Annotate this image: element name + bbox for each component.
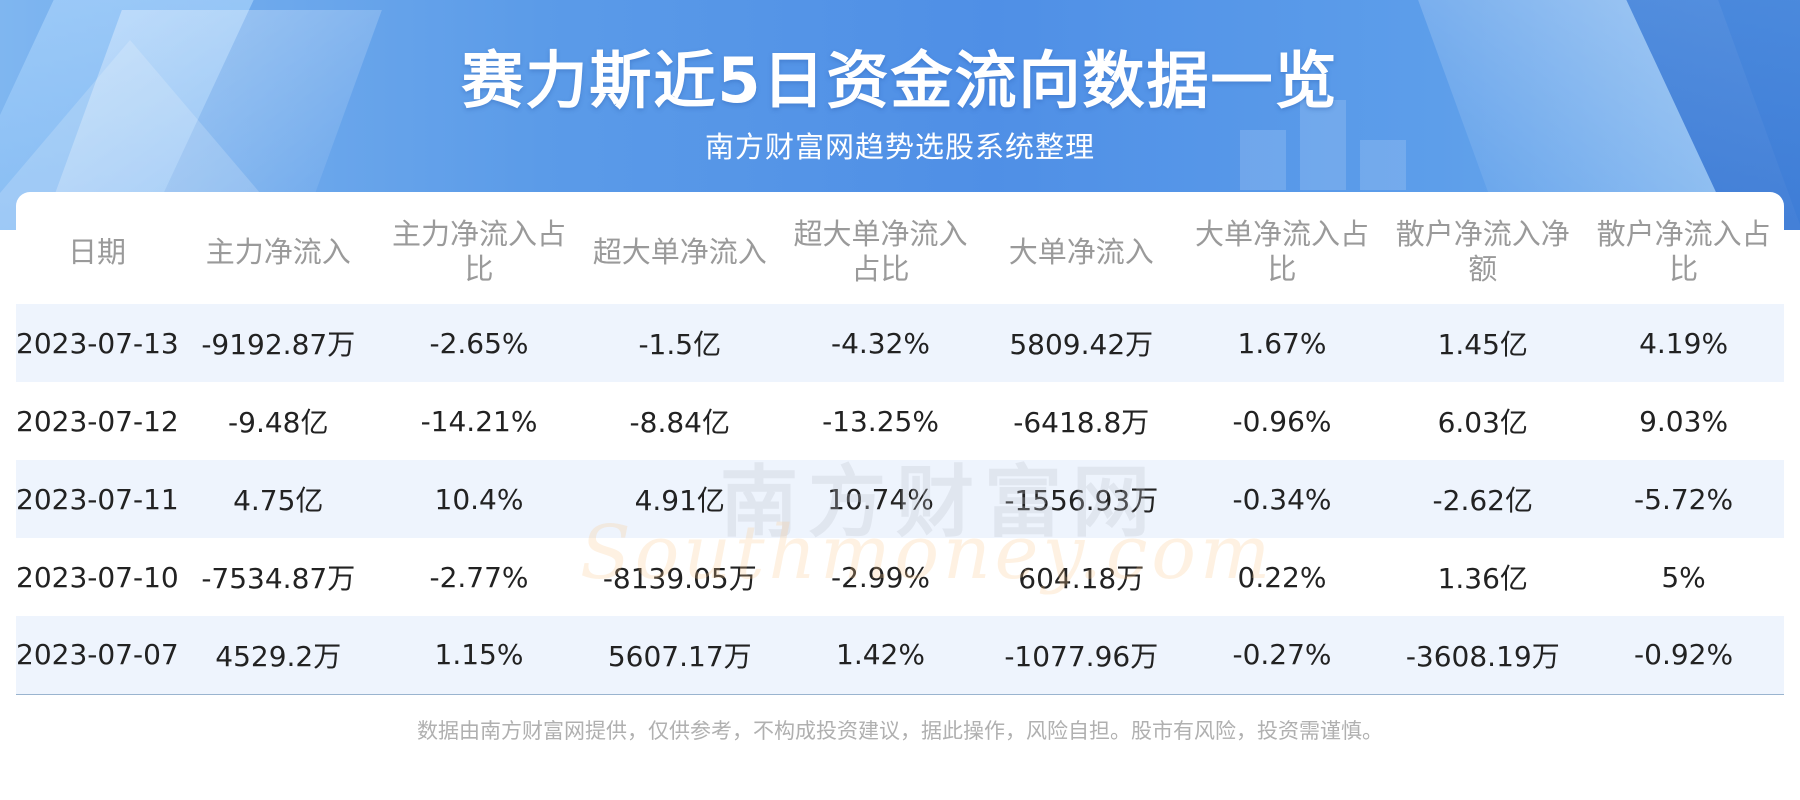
cell-xl-inflow: -1.5亿 xyxy=(579,304,781,382)
table-row: 2023-07-11 4.75亿 10.4% 4.91亿 10.74% -155… xyxy=(16,460,1784,538)
column-header-main-ratio: 主力净流入占比 xyxy=(392,217,567,286)
cell-retail-ratio: -5.72% xyxy=(1583,460,1784,538)
cell-large-inflow: -6418.8万 xyxy=(980,382,1182,460)
cell-xl-inflow: -8.84亿 xyxy=(579,382,781,460)
table-header-row: 日期 主力净流入 主力净流入占比 超大单净流入 超大单净流入占比 大单净流入 大… xyxy=(16,200,1784,304)
cell-main-inflow: -9192.87万 xyxy=(177,304,379,382)
cell-large-inflow: 604.18万 xyxy=(980,538,1182,616)
cell-large-ratio: -0.96% xyxy=(1181,382,1383,460)
cell-retail-inflow: 1.45亿 xyxy=(1382,304,1584,382)
cell-date: 2023-07-10 xyxy=(16,538,179,616)
cell-retail-inflow: 6.03亿 xyxy=(1382,382,1584,460)
column-header-xl-ratio: 超大单净流入占比 xyxy=(793,217,968,286)
cell-xl-ratio: 10.74% xyxy=(780,460,981,538)
fund-flow-table: 日期 主力净流入 主力净流入占比 超大单净流入 超大单净流入占比 大单净流入 大… xyxy=(16,200,1784,695)
cell-xl-ratio: -4.32% xyxy=(780,304,981,382)
cell-main-ratio: -2.77% xyxy=(378,538,580,616)
page-title: 赛力斯近5日资金流向数据一览 xyxy=(461,44,1339,117)
banner-decoration xyxy=(1300,100,1346,190)
banner-decoration xyxy=(1240,130,1286,190)
cell-xl-ratio: -13.25% xyxy=(780,382,981,460)
cell-main-inflow: -7534.87万 xyxy=(177,538,379,616)
cell-main-ratio: -2.65% xyxy=(378,304,580,382)
cell-date: 2023-07-13 xyxy=(16,304,179,382)
column-header-xl-inflow: 超大单净流入 xyxy=(592,234,767,269)
footer-disclaimer: 数据由南方财富网提供，仅供参考，不构成投资建议，据此操作，风险自担。股市有风险，… xyxy=(417,719,1383,743)
column-header-main-inflow: 主力净流入 xyxy=(205,234,351,269)
cell-large-ratio: 1.67% xyxy=(1181,304,1383,382)
cell-large-inflow: -1556.93万 xyxy=(980,460,1182,538)
cell-retail-ratio: 5% xyxy=(1583,538,1784,616)
cell-retail-inflow: 1.36亿 xyxy=(1382,538,1584,616)
table-row: 2023-07-12 -9.48亿 -14.21% -8.84亿 -13.25%… xyxy=(16,382,1784,460)
cell-large-ratio: 0.22% xyxy=(1181,538,1383,616)
table-row: 2023-07-07 4529.2万 1.15% 5607.17万 1.42% … xyxy=(16,616,1784,695)
cell-date: 2023-07-07 xyxy=(16,616,179,695)
cell-main-ratio: 1.15% xyxy=(378,616,580,695)
cell-xl-inflow: 5607.17万 xyxy=(579,616,781,695)
cell-large-inflow: -1077.96万 xyxy=(980,616,1182,695)
table-row: 2023-07-13 -9192.87万 -2.65% -1.5亿 -4.32%… xyxy=(16,304,1784,382)
cell-date: 2023-07-12 xyxy=(16,382,179,460)
table-row: 2023-07-10 -7534.87万 -2.77% -8139.05万 -2… xyxy=(16,538,1784,616)
cell-main-inflow: 4.75亿 xyxy=(177,460,379,538)
column-header-large-inflow: 大单净流入 xyxy=(1008,234,1154,269)
column-header-retail-ratio: 散户净流入占比 xyxy=(1596,217,1771,286)
column-header-date: 日期 xyxy=(67,234,126,269)
column-header-retail-inflow: 散户净流入净额 xyxy=(1395,217,1570,286)
cell-xl-inflow: 4.91亿 xyxy=(579,460,781,538)
cell-large-inflow: 5809.42万 xyxy=(980,304,1182,382)
cell-main-inflow: -9.48亿 xyxy=(177,382,379,460)
cell-retail-ratio: 9.03% xyxy=(1583,382,1784,460)
cell-large-ratio: -0.34% xyxy=(1181,460,1383,538)
cell-retail-inflow: -2.62亿 xyxy=(1382,460,1584,538)
cell-retail-inflow: -3608.19万 xyxy=(1382,616,1584,695)
page-subtitle: 南方财富网趋势选股系统整理 xyxy=(704,130,1095,164)
cell-main-inflow: 4529.2万 xyxy=(177,616,379,695)
cell-xl-ratio: -2.99% xyxy=(780,538,981,616)
cell-xl-inflow: -8139.05万 xyxy=(579,538,781,616)
cell-main-ratio: -14.21% xyxy=(378,382,580,460)
cell-main-ratio: 10.4% xyxy=(378,460,580,538)
column-header-large-ratio: 大单净流入占比 xyxy=(1195,217,1370,286)
cell-retail-ratio: 4.19% xyxy=(1583,304,1784,382)
cell-xl-ratio: 1.42% xyxy=(780,616,981,695)
cell-date: 2023-07-11 xyxy=(16,460,179,538)
cell-large-ratio: -0.27% xyxy=(1181,616,1383,695)
banner-decoration xyxy=(1360,140,1406,190)
cell-retail-ratio: -0.92% xyxy=(1583,616,1784,695)
header-banner: 赛力斯近5日资金流向数据一览 南方财富网趋势选股系统整理 xyxy=(0,0,1800,230)
